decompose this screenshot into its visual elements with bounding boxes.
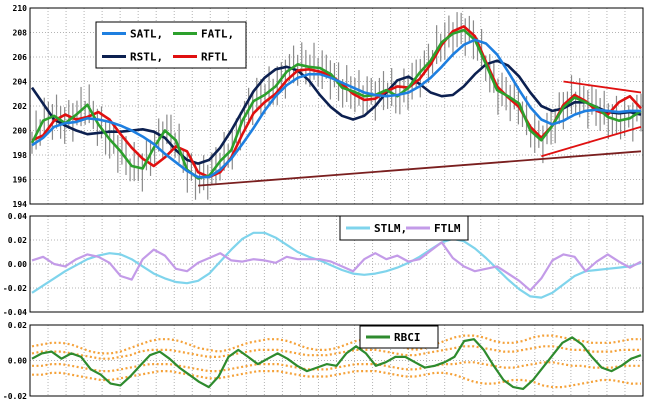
plot-frame — [29, 215, 644, 313]
series-line-ftlm — [31, 241, 642, 292]
y-tick-label: 196 — [13, 176, 28, 185]
rbci-band-line — [31, 334, 641, 355]
plot-frame — [29, 324, 644, 397]
rbci-band-line — [31, 345, 641, 360]
panel-stlm-ftlm: -0.04 -0.02 0.00 0.02 0.04 STLM, FTLM — [3, 212, 644, 317]
legend-label-stlm: STLM, — [374, 222, 407, 235]
y-tick-label: 200 — [13, 127, 28, 136]
panel-price: 194 196 198 200 202 204 206 208 210 SATL, FATL, RST… — [13, 4, 644, 209]
y-tick-label: 0.04 — [8, 212, 27, 221]
y-tick-label: 204 — [13, 78, 28, 87]
y-tick-label: -0.04 — [3, 308, 27, 317]
series-line-rstl — [30, 59, 642, 165]
legend-label-fatl: FATL, — [201, 28, 234, 41]
legend-box — [95, 21, 247, 69]
legend-label-ftlm: FTLM — [434, 222, 461, 235]
trend-line — [563, 80, 642, 94]
y-tick-label: 198 — [13, 151, 28, 160]
legend-label-satl: SATL, — [130, 28, 163, 41]
trend-line — [541, 125, 642, 158]
y-tick-label: 202 — [13, 102, 28, 111]
plot-frame — [29, 7, 644, 205]
series-line-stlm — [31, 231, 642, 299]
legend-label-rstl: RSTL, — [130, 51, 163, 64]
y-tick-label: -0.02 — [3, 284, 27, 293]
rbci-band-line — [32, 370, 641, 389]
rbci-band-line — [32, 361, 641, 373]
series-line-satl — [31, 38, 641, 179]
legend-box — [359, 325, 439, 349]
y-tick-label: 0.02 — [8, 321, 27, 330]
y-tick-label: 210 — [13, 4, 28, 13]
y-tick-label: 206 — [13, 53, 28, 62]
y-tick-label: -0.02 — [3, 392, 27, 401]
y-tick-label: 208 — [13, 29, 28, 38]
y-tick-label: 194 — [13, 200, 28, 209]
panel-rbci: -0.02 0.00 0.02 RBCI — [3, 321, 644, 401]
trend-line — [198, 150, 642, 187]
y-tick-label: 0.00 — [8, 260, 27, 269]
series-line-rbci — [31, 336, 642, 390]
y-tick-label: 0.00 — [8, 357, 27, 366]
legend-label-rftl: RFTL — [201, 51, 228, 64]
legend-label-rbci: RBCI — [394, 331, 421, 344]
y-tick-label: 0.02 — [8, 236, 27, 245]
